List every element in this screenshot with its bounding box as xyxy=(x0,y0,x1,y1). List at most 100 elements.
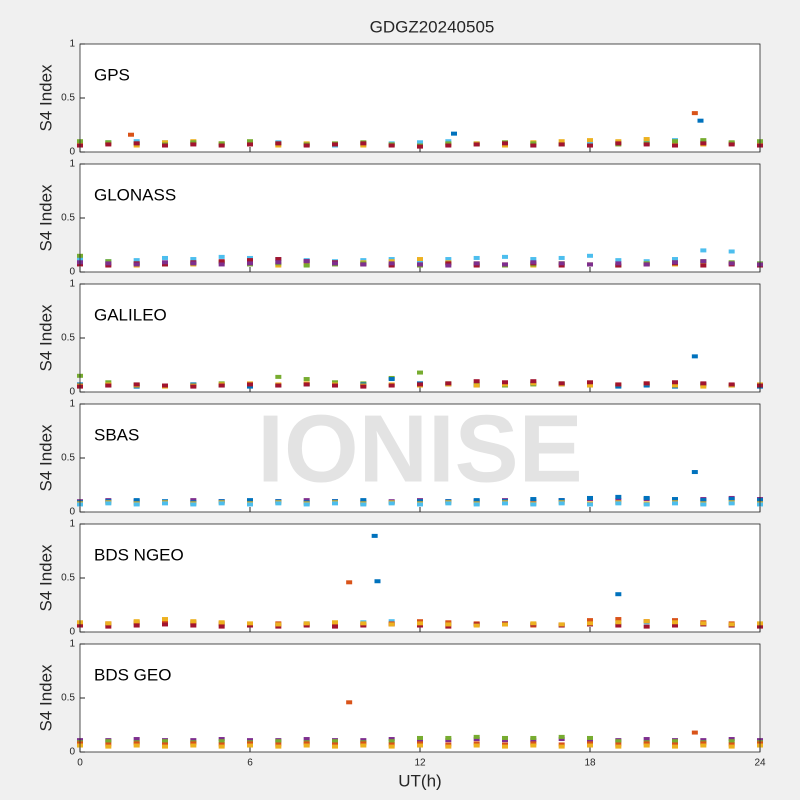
data-point xyxy=(587,495,593,500)
data-point xyxy=(360,143,367,148)
data-point xyxy=(190,738,197,743)
data-point xyxy=(643,262,650,267)
data-point xyxy=(417,743,423,748)
data-point xyxy=(162,383,168,388)
panel-label: SBAS xyxy=(94,425,139,444)
x-tick-label: 6 xyxy=(247,758,253,769)
data-point xyxy=(530,379,537,384)
data-point xyxy=(162,262,168,267)
data-point xyxy=(530,499,537,504)
data-point xyxy=(728,140,735,145)
y-axis-label: S4 Index xyxy=(36,664,55,732)
y-tick-label: 0 xyxy=(69,387,75,398)
data-point xyxy=(247,255,253,260)
data-point xyxy=(332,624,338,629)
y-tick-label: 0 xyxy=(69,747,75,758)
data-point xyxy=(218,383,225,388)
data-point xyxy=(133,741,140,746)
data-point xyxy=(672,497,678,502)
axes-background xyxy=(80,164,760,272)
data-point xyxy=(247,142,253,147)
data-point xyxy=(502,141,508,146)
data-point xyxy=(530,743,537,748)
data-point xyxy=(672,257,678,262)
data-point xyxy=(502,742,508,747)
data-point xyxy=(473,383,480,388)
axes-background xyxy=(80,524,760,632)
data-point xyxy=(502,744,508,749)
y-tick-label: 0 xyxy=(69,267,75,278)
data-point xyxy=(275,622,282,627)
data-point xyxy=(190,498,197,503)
data-point xyxy=(445,620,452,625)
data-point xyxy=(672,501,678,506)
data-point xyxy=(218,501,225,506)
data-point xyxy=(502,735,508,740)
data-point xyxy=(275,141,282,146)
data-point xyxy=(162,260,168,265)
data-point xyxy=(105,739,112,744)
data-point xyxy=(587,262,593,267)
data-point xyxy=(445,261,452,266)
data-point xyxy=(417,499,423,504)
y-tick-label: 1 xyxy=(69,159,75,170)
data-point xyxy=(417,735,423,740)
data-point xyxy=(275,383,282,388)
x-tick-label: 18 xyxy=(584,758,596,769)
data-point xyxy=(700,141,707,146)
data-point xyxy=(728,497,735,502)
data-point xyxy=(247,741,253,746)
y-axis-label: S4 Index xyxy=(36,184,55,252)
data-point xyxy=(388,622,395,627)
data-point xyxy=(275,143,282,148)
data-point xyxy=(587,738,593,743)
y-axis-label: S4 Index xyxy=(36,64,55,132)
data-point xyxy=(530,260,537,265)
axes-box xyxy=(79,523,761,633)
data-point xyxy=(615,258,622,263)
data-point xyxy=(530,141,537,146)
data-point xyxy=(388,383,395,388)
data-point xyxy=(218,620,225,625)
data-point xyxy=(587,143,593,148)
data-point xyxy=(700,248,707,253)
data-point xyxy=(162,501,168,506)
data-point xyxy=(247,738,253,743)
data-point xyxy=(218,259,225,264)
data-point xyxy=(643,137,650,142)
data-point xyxy=(417,741,423,746)
data-point xyxy=(105,744,112,749)
data-point xyxy=(558,139,565,144)
data-point xyxy=(558,381,565,386)
data-point xyxy=(473,255,480,260)
data-point xyxy=(672,380,678,385)
data-point xyxy=(133,737,140,742)
data-point xyxy=(558,255,565,260)
data-point xyxy=(133,382,140,387)
data-point xyxy=(445,501,452,506)
data-point xyxy=(247,623,253,628)
data-point xyxy=(360,384,367,389)
data-point xyxy=(558,498,565,503)
data-point xyxy=(133,498,140,503)
data-point xyxy=(615,623,622,628)
data-point xyxy=(672,620,678,625)
data-point xyxy=(672,623,678,628)
data-point xyxy=(643,502,650,507)
data-point xyxy=(502,382,508,387)
data-point xyxy=(728,744,735,749)
data-point xyxy=(587,735,593,740)
data-point xyxy=(643,259,650,264)
data-point xyxy=(700,263,707,268)
data-point xyxy=(473,734,480,739)
data-point xyxy=(388,259,395,264)
data-point xyxy=(558,263,565,268)
data-point xyxy=(417,738,423,743)
data-point xyxy=(190,384,197,389)
data-point xyxy=(417,259,423,264)
y-tick-label: 0.5 xyxy=(61,93,75,104)
data-point xyxy=(558,744,565,749)
data-point xyxy=(587,621,593,626)
data-point xyxy=(672,739,678,744)
data-point xyxy=(190,261,197,266)
